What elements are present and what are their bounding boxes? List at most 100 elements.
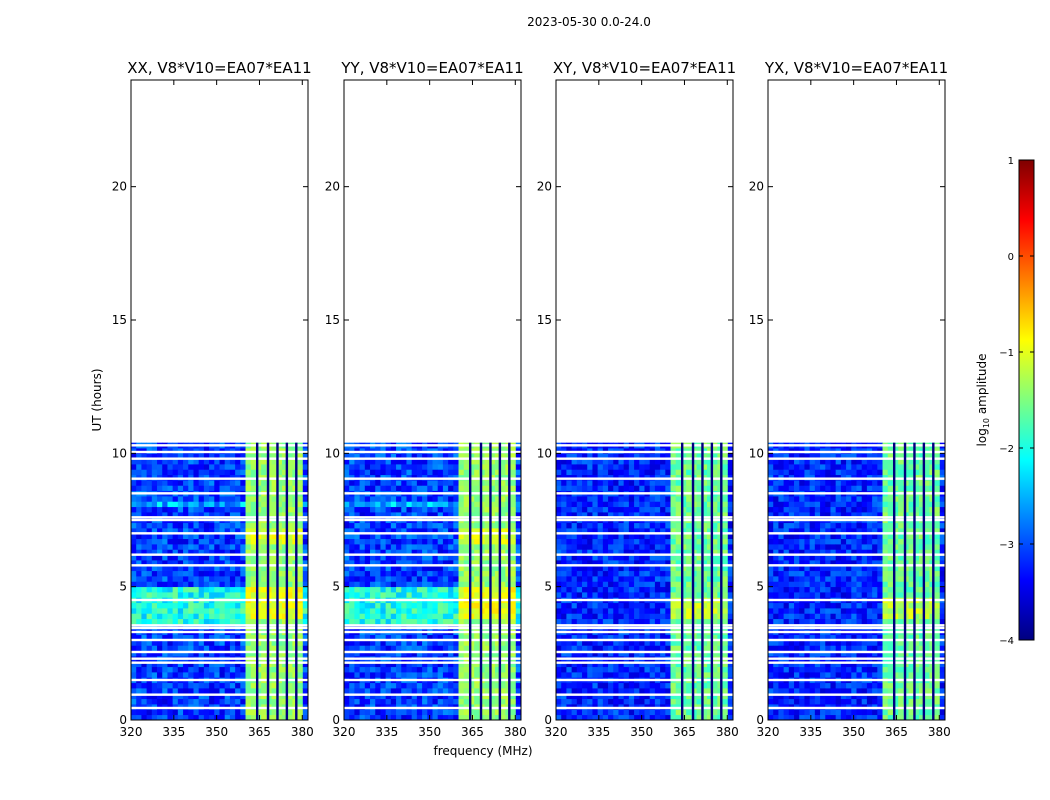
heatmap-cell bbox=[235, 453, 241, 460]
heatmap-cell bbox=[255, 554, 262, 561]
heatmap-cell bbox=[649, 634, 656, 641]
heatmap-cell bbox=[136, 570, 142, 577]
heatmap-cell bbox=[240, 538, 246, 545]
heatmap-cell bbox=[474, 592, 480, 598]
heatmap-cell bbox=[359, 485, 366, 492]
heatmap-cell bbox=[255, 512, 262, 518]
heatmap-cell bbox=[219, 458, 226, 465]
heatmap-cell bbox=[240, 650, 246, 657]
heatmap-cell bbox=[235, 613, 241, 620]
heatmap-cell bbox=[576, 661, 583, 668]
heatmap-cell bbox=[587, 565, 593, 572]
heatmap-cell bbox=[597, 501, 604, 508]
heatmap-cell bbox=[281, 544, 288, 550]
heatmap-cell bbox=[597, 693, 604, 700]
heatmap-cell bbox=[344, 538, 350, 545]
heatmap-cell bbox=[271, 693, 278, 700]
heatmap-cell bbox=[411, 650, 418, 657]
heatmap-cell bbox=[556, 608, 562, 614]
heatmap-cell bbox=[276, 688, 283, 694]
heatmap-cell bbox=[151, 549, 158, 556]
heatmap-cell bbox=[344, 501, 350, 508]
heatmap-cell bbox=[576, 698, 583, 705]
heatmap-cell bbox=[468, 506, 475, 513]
heatmap-cell bbox=[375, 549, 381, 556]
heatmap-cell bbox=[245, 549, 252, 556]
heatmap-cell bbox=[245, 533, 252, 540]
heatmap-cell bbox=[510, 522, 517, 529]
heatmap-cell bbox=[489, 549, 496, 556]
heatmap-cell bbox=[177, 538, 184, 545]
heatmap-cell bbox=[489, 586, 496, 593]
heatmap-cell bbox=[561, 661, 567, 668]
heatmap-cell bbox=[136, 576, 142, 582]
heatmap-cell bbox=[214, 485, 220, 492]
heatmap-cell bbox=[131, 666, 137, 673]
heatmap-cell bbox=[214, 469, 220, 476]
heatmap-cell bbox=[510, 549, 517, 556]
heatmap-cell bbox=[261, 469, 267, 476]
heatmap-cell bbox=[649, 608, 656, 614]
heatmap-cell bbox=[442, 576, 449, 582]
heatmap-cell bbox=[613, 666, 619, 673]
heatmap-cell bbox=[214, 672, 220, 678]
heatmap-cell bbox=[576, 496, 583, 502]
heatmap-cell bbox=[302, 661, 309, 668]
heatmap-cell bbox=[571, 501, 578, 508]
heatmap-cell bbox=[240, 581, 246, 588]
heatmap-cell bbox=[634, 586, 640, 593]
heatmap-cell bbox=[390, 618, 397, 625]
heatmap-cell bbox=[561, 602, 567, 609]
heatmap-cell bbox=[276, 602, 283, 609]
heatmap-cell bbox=[618, 650, 625, 657]
y-tick-label: 10 bbox=[325, 446, 340, 460]
heatmap-cell bbox=[458, 645, 465, 652]
heatmap-cell bbox=[131, 693, 137, 700]
heatmap-cell bbox=[602, 602, 609, 609]
heatmap-cell bbox=[193, 592, 200, 598]
heatmap-cell bbox=[649, 592, 656, 598]
heatmap-cell bbox=[359, 618, 366, 625]
heatmap-cell bbox=[556, 458, 562, 465]
heatmap-cell bbox=[172, 693, 179, 700]
heatmap-cell bbox=[453, 650, 459, 657]
heatmap-cell bbox=[167, 522, 174, 529]
heatmap-cell bbox=[177, 576, 184, 582]
heatmap-cell bbox=[349, 682, 355, 689]
heatmap-cell bbox=[172, 570, 179, 577]
heatmap-cell bbox=[566, 453, 573, 460]
heatmap-cell bbox=[240, 672, 246, 678]
heatmap-cell bbox=[634, 549, 640, 556]
heatmap-cell bbox=[468, 570, 475, 577]
heatmap-cell bbox=[623, 602, 630, 609]
heatmap-cell bbox=[639, 592, 645, 598]
heatmap-cell bbox=[416, 666, 423, 673]
heatmap-cell bbox=[608, 506, 614, 513]
heatmap-cell bbox=[489, 464, 496, 470]
heatmap-cell bbox=[240, 661, 246, 668]
heatmap-cell bbox=[344, 480, 350, 486]
heatmap-cell bbox=[406, 453, 413, 460]
heatmap-cell bbox=[660, 661, 666, 668]
heatmap-cell bbox=[240, 608, 246, 614]
heatmap-cell bbox=[556, 592, 562, 598]
heatmap-cell bbox=[385, 672, 392, 678]
heatmap-cell bbox=[131, 714, 137, 721]
heatmap-cell bbox=[188, 464, 194, 470]
heatmap-cell bbox=[484, 688, 491, 694]
heatmap-cell bbox=[380, 650, 387, 657]
heatmap-cell bbox=[602, 458, 609, 465]
heatmap-cell bbox=[468, 661, 475, 668]
heatmap-cell bbox=[468, 666, 475, 673]
heatmap-cell bbox=[297, 565, 304, 572]
heatmap-cell bbox=[235, 709, 241, 716]
heatmap-cell bbox=[587, 714, 593, 721]
heatmap-cell bbox=[474, 512, 480, 518]
heatmap-cell bbox=[587, 613, 593, 620]
heatmap-cell bbox=[458, 640, 465, 646]
heatmap-cell bbox=[608, 480, 614, 486]
heatmap-cell bbox=[686, 544, 692, 550]
heatmap-cell bbox=[654, 560, 661, 566]
heatmap-cell bbox=[240, 688, 246, 694]
heatmap-cell bbox=[375, 688, 381, 694]
